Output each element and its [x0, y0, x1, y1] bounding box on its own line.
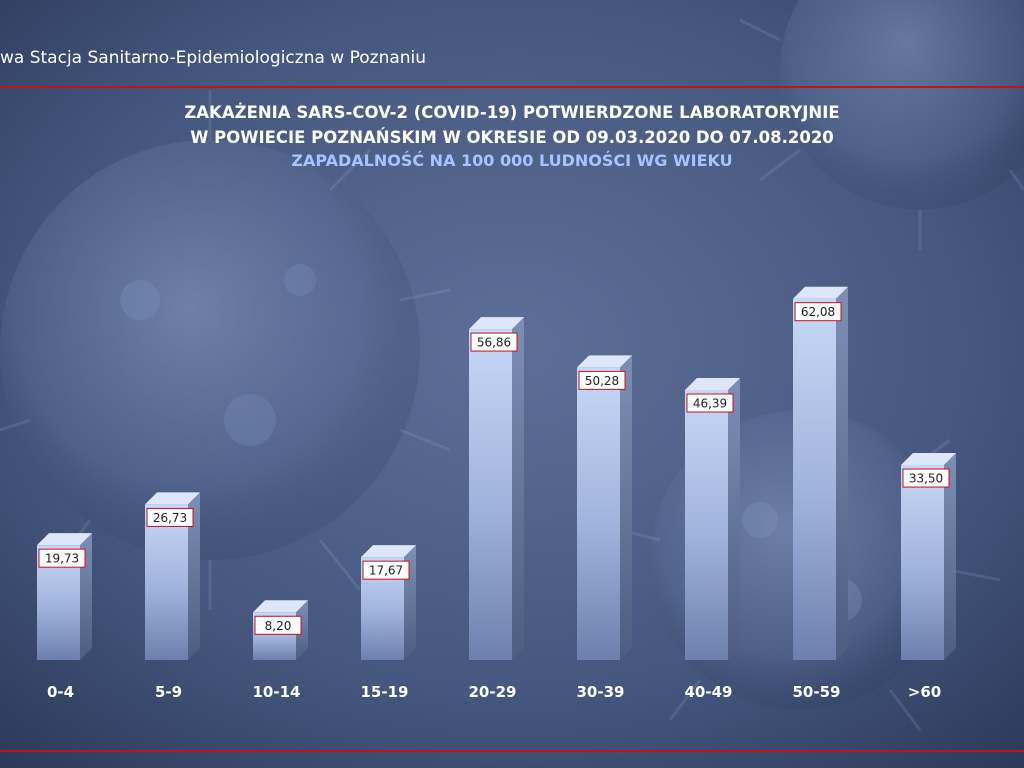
bar-front-face: [469, 329, 512, 660]
top-divider: [0, 86, 1024, 88]
category-label: 20-29: [469, 683, 517, 701]
chart-title-line2: W POWIECIE POZNAŃSKIM W OKRESIE OD 09.03…: [190, 128, 834, 147]
bar-top-face: [901, 453, 956, 466]
bar-side-face: [836, 286, 848, 660]
bar-top-face: [253, 600, 308, 613]
bar-5-9[interactable]: 26,73 5-9: [145, 492, 200, 701]
value-label-box: [794, 302, 842, 322]
value-label-box: [254, 615, 302, 635]
value-label: 26,73: [153, 511, 187, 525]
value-label: 19,73: [45, 552, 79, 566]
bar-30-39[interactable]: 50,28 30-39: [577, 355, 632, 701]
value-label: 8,20: [265, 619, 292, 633]
bar-front-face: [577, 367, 620, 660]
category-label: 0-4: [47, 683, 74, 701]
category-label: 10-14: [253, 683, 301, 701]
bar-side-face: [296, 600, 308, 660]
category-label: 50-59: [793, 683, 841, 701]
value-label-box: [362, 560, 410, 580]
bar-top-face: [577, 355, 632, 368]
value-label-box: [470, 332, 518, 352]
value-label-box: [686, 393, 734, 413]
bar-front-face: [685, 390, 728, 660]
virus-left-icon: [0, 140, 420, 560]
value-label: 50,28: [585, 374, 619, 388]
virus-top-right-icon: [780, 0, 1024, 210]
bar-front-face: [901, 465, 944, 660]
category-label: 30-39: [577, 683, 625, 701]
value-label: 56,86: [477, 336, 511, 350]
bar-side-face: [944, 453, 956, 660]
bar-front-face: [145, 504, 188, 660]
chart-title: ZAKAŻENIA SARS-COV-2 (COVID-19) POTWIERD…: [184, 103, 840, 122]
bar-50-59[interactable]: 62,08 50-59: [793, 286, 848, 701]
bar-top-face: [361, 545, 416, 558]
bar-top-face: [469, 317, 524, 330]
value-label: 46,39: [693, 397, 727, 411]
bar-side-face: [188, 492, 200, 660]
category-label: >60: [908, 683, 941, 701]
chart-subtitle: ZAPADALNOŚĆ NA 100 000 LUDNOŚCI WG WIEKU: [291, 151, 733, 170]
value-label: 17,67: [369, 564, 403, 578]
bar-side-face: [512, 317, 524, 660]
bar-40-49[interactable]: 46,39 40-49: [685, 378, 740, 701]
bar-top-face: [685, 378, 740, 391]
chart-title-block: ZAKAŻENIA SARS-COV-2 (COVID-19) POTWIERD…: [0, 100, 1024, 172]
value-label: 33,50: [909, 472, 943, 486]
bar-top-face: [145, 492, 200, 505]
bar-10-14[interactable]: 8,20 10-14: [253, 600, 308, 701]
bar-top-face: [37, 533, 92, 546]
bar-top-face: [793, 286, 848, 299]
value-label-box: [902, 468, 950, 488]
value-label-box: [146, 507, 194, 527]
bar-15-19[interactable]: 17,67 15-19: [361, 545, 416, 701]
header-title: wa Stacja Sanitarno-Epidemiologiczna w P…: [0, 48, 427, 68]
bar-side-face: [620, 355, 632, 660]
category-label: 15-19: [361, 683, 409, 701]
bar-front-face: [793, 298, 836, 660]
category-label: 40-49: [685, 683, 733, 701]
bar-side-face: [728, 378, 740, 660]
bottom-divider: [0, 750, 1024, 752]
bar->60[interactable]: 33,50 >60: [901, 453, 956, 701]
value-label: 62,08: [801, 305, 835, 319]
bar-0-4[interactable]: 19,73 0-4: [37, 533, 92, 701]
category-label: 5-9: [155, 683, 182, 701]
bar-20-29[interactable]: 56,86 20-29: [469, 317, 524, 701]
value-label-box: [578, 370, 626, 390]
value-label-box: [38, 548, 86, 568]
